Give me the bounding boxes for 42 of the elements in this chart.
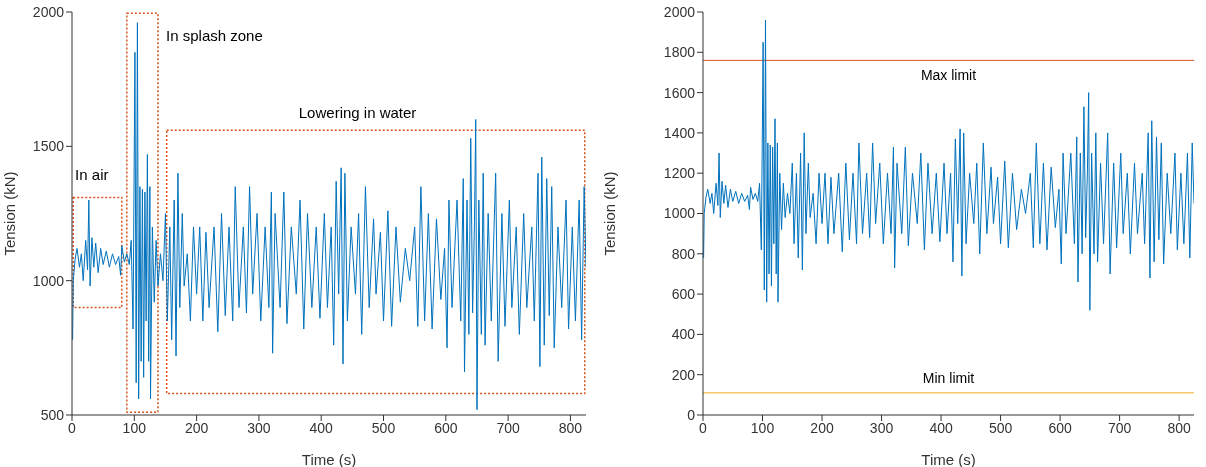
x-tick-label: 300	[247, 419, 271, 436]
x-tick-label: 300	[869, 419, 894, 436]
y-tick-label: 0	[687, 406, 696, 423]
x-tick-label: 100	[750, 419, 775, 436]
annotation: In air	[75, 165, 109, 183]
line-series	[72, 22, 586, 411]
x-tick-label: 400	[309, 419, 334, 436]
x-tick-label: 200	[810, 419, 834, 436]
annotation: Lowering in water	[298, 104, 417, 122]
x-tick-label: 200	[184, 419, 209, 436]
y-tick-label: 1000	[32, 272, 65, 289]
x-tick-label: 400	[929, 419, 953, 436]
x-tick-label: 500	[371, 419, 396, 436]
y-tick-label: 1400	[663, 124, 696, 141]
x-tick-label: 100	[122, 419, 147, 436]
x-tick-label: 700	[1107, 419, 1132, 436]
y-tick-label: 2000	[663, 3, 696, 20]
ref-line-label: Min limit	[922, 369, 975, 386]
y-tick-label: 1500	[32, 138, 65, 155]
ref-line-label: Max limit	[920, 67, 977, 84]
x-tick-label: 600	[1048, 419, 1072, 436]
y-tick-label: 1000	[663, 205, 696, 222]
x-tick-label: 700	[496, 419, 521, 436]
line-series	[703, 19, 1194, 311]
y-tick-label: 2000	[32, 3, 65, 20]
y-tick-label: 500	[40, 406, 65, 423]
x-tick-label: 500	[988, 419, 1013, 436]
y-axis-title: Tension (kN)	[1, 171, 19, 256]
y-tick-label: 400	[671, 326, 696, 343]
y-tick-label: 1600	[663, 84, 696, 101]
y-tick-label: 600	[671, 286, 696, 303]
annotation: In splash zone	[166, 27, 263, 45]
y-axis-title: Tension (kN)	[601, 171, 619, 256]
x-tick-label: 800	[558, 419, 583, 436]
y-tick-label: 1800	[663, 44, 696, 61]
x-tick-label: 0	[699, 419, 708, 436]
x-tick-label: 800	[1167, 419, 1192, 436]
x-tick-label: 600	[434, 419, 458, 436]
y-tick-label: 200	[671, 366, 696, 383]
y-tick-label: 800	[671, 245, 696, 262]
y-tick-label: 1200	[663, 165, 696, 182]
x-tick-label: 0	[68, 419, 77, 436]
